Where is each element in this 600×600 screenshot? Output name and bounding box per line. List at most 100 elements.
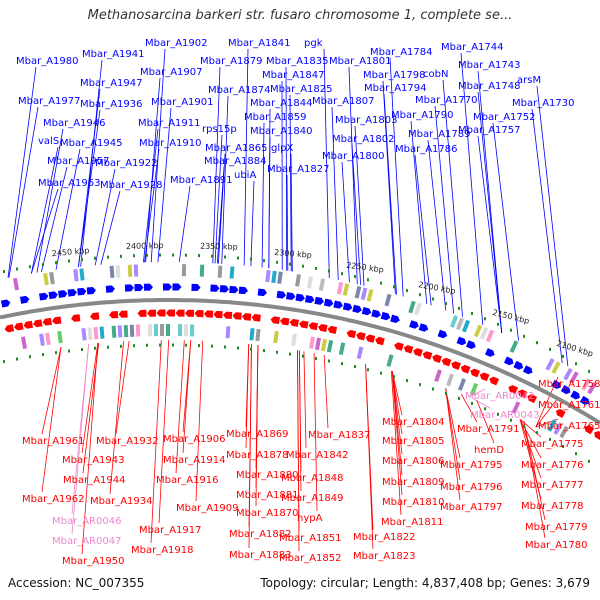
forward-gene-label[interactable]: Mbar_A1789 <box>408 129 471 140</box>
forward-gene-label[interactable]: Mbar_A1744 <box>441 42 504 53</box>
reverse-gene-label[interactable]: Mbar_AR0043 <box>470 410 539 421</box>
forward-gene-label[interactable]: Mbar_A1807 <box>312 96 375 107</box>
reverse-gene-label[interactable]: Mbar_A1961 <box>22 436 85 447</box>
forward-gene-label[interactable]: Mbar_A1879 <box>200 56 263 67</box>
forward-gene-label[interactable]: Mbar_A1907 <box>140 67 203 78</box>
reverse-gene-label[interactable]: Mbar_AR0042 <box>465 391 534 402</box>
reverse-gene-label[interactable]: Mbar_A1805 <box>382 436 445 447</box>
forward-gene-label[interactable]: cobN <box>423 69 448 80</box>
reverse-gene-label[interactable]: Mbar_A1944 <box>63 475 126 486</box>
reverse-gene-label[interactable]: Mbar_A1916 <box>156 475 219 486</box>
reverse-gene-label[interactable]: Mbar_A1882 <box>229 529 292 540</box>
forward-gene-label[interactable]: pgk <box>304 38 323 49</box>
forward-gene-label[interactable]: Mbar_A1844 <box>250 98 313 109</box>
forward-gene-label[interactable]: glpX <box>271 143 293 154</box>
forward-gene-label[interactable]: ubiA <box>234 170 256 181</box>
forward-gene-label[interactable]: Mbar_A1910 <box>139 138 202 149</box>
forward-gene-label[interactable]: Mbar_A1884 <box>204 156 267 167</box>
forward-gene-label[interactable]: Mbar_A1802 <box>332 134 395 145</box>
forward-gene-label[interactable]: Mbar_A1980 <box>16 56 79 67</box>
reverse-gene-label[interactable]: Mbar_A1880 <box>236 470 299 481</box>
forward-gene-label[interactable]: Mbar_A1865 <box>205 143 268 154</box>
forward-gene-label[interactable]: Mbar_A1748 <box>458 81 521 92</box>
reverse-gene-label[interactable]: Mbar_A1870 <box>236 508 299 519</box>
reverse-gene-label[interactable]: Mbar_A1917 <box>139 525 202 536</box>
forward-gene-label[interactable]: Mbar_A1922 <box>95 158 158 169</box>
reverse-gene-label[interactable]: Mbar_A1848 <box>281 473 344 484</box>
forward-gene-label[interactable]: Mbar_A1945 <box>60 138 123 149</box>
forward-gene-label[interactable]: Mbar_A1859 <box>244 112 307 123</box>
forward-gene-label[interactable]: Mbar_A1835 <box>266 56 329 67</box>
forward-gene-label[interactable]: Mbar_A1803 <box>335 115 398 126</box>
forward-gene-label[interactable]: Mbar_A1902 <box>145 38 208 49</box>
forward-gene-label[interactable]: Mbar_A1941 <box>82 49 145 60</box>
forward-gene-label[interactable]: Mbar_A1730 <box>512 98 575 109</box>
forward-gene-label[interactable]: Mbar_A1936 <box>80 99 143 110</box>
reverse-gene-label[interactable]: Mbar_A1810 <box>382 497 445 508</box>
forward-gene-label[interactable]: Mbar_A1946 <box>43 118 106 129</box>
reverse-gene-label[interactable]: Mbar_A1822 <box>353 532 416 543</box>
forward-gene-label[interactable]: rps15p <box>202 124 237 135</box>
reverse-gene-label[interactable]: Mbar_A1777 <box>521 480 584 491</box>
forward-gene-label[interactable]: Mbar_A1977 <box>18 96 81 107</box>
forward-gene-label[interactable]: Mbar_A1786 <box>395 144 458 155</box>
forward-gene-label[interactable]: Mbar_A1827 <box>267 164 330 175</box>
reverse-gene-label[interactable]: Mbar_A1914 <box>163 455 226 466</box>
reverse-gene-label[interactable]: Mbar_AR0046 <box>52 516 121 527</box>
reverse-gene-label[interactable]: Mbar_A1811 <box>381 517 444 528</box>
reverse-gene-label[interactable]: Mbar_A1849 <box>281 493 344 504</box>
reverse-gene-label[interactable]: Mbar_A1883 <box>229 550 292 561</box>
forward-gene-label[interactable]: Mbar_A1752 <box>473 112 536 123</box>
reverse-gene-label[interactable]: Mbar_A1809 <box>382 477 445 488</box>
forward-gene-label[interactable]: Mbar_A1825 <box>270 84 333 95</box>
reverse-gene-label[interactable]: Mbar_A1779 <box>525 522 588 533</box>
reverse-gene-label[interactable]: Mbar_A1765 <box>538 421 600 432</box>
reverse-gene-label[interactable]: Mbar_A1778 <box>521 501 584 512</box>
reverse-gene-label[interactable]: Mbar_A1806 <box>382 456 445 467</box>
reverse-gene-label[interactable]: Mbar_AR0047 <box>52 536 121 547</box>
reverse-gene-label[interactable]: Mbar_A1950 <box>62 556 125 567</box>
forward-gene-label[interactable]: Mbar_A1963 <box>38 178 101 189</box>
reverse-gene-label[interactable]: hypA <box>297 513 323 524</box>
reverse-gene-label[interactable]: Mbar_A1795 <box>440 460 503 471</box>
reverse-gene-label[interactable]: Mbar_A1780 <box>525 540 588 551</box>
reverse-gene-label[interactable]: Mbar_A1761 <box>538 400 600 411</box>
forward-gene-label[interactable]: Mbar_A1891 <box>170 175 233 186</box>
forward-gene-label[interactable]: Mbar_A1957 <box>47 156 110 167</box>
forward-gene-label[interactable]: Mbar_A1874 <box>208 85 271 96</box>
reverse-gene-label[interactable]: Mbar_A1943 <box>62 455 125 466</box>
reverse-gene-label[interactable]: hemD <box>474 445 504 456</box>
reverse-gene-label[interactable]: Mbar_A1932 <box>96 436 159 447</box>
reverse-gene-label[interactable]: Mbar_A1837 <box>308 430 371 441</box>
reverse-gene-label[interactable]: Mbar_A1851 <box>279 533 342 544</box>
reverse-gene-label[interactable]: Mbar_A1918 <box>131 545 194 556</box>
reverse-gene-label[interactable]: Mbar_A1881 <box>236 490 299 501</box>
forward-gene-label[interactable]: valS <box>38 136 59 147</box>
forward-gene-label[interactable]: Mbar_A1800 <box>322 151 385 162</box>
reverse-gene-label[interactable]: Mbar_A1962 <box>22 494 85 505</box>
reverse-gene-label[interactable]: Mbar_A1796 <box>440 482 503 493</box>
forward-gene-label[interactable]: Mbar_A1784 <box>370 47 433 58</box>
forward-gene-label[interactable]: Mbar_A1901 <box>151 97 214 108</box>
forward-gene-label[interactable]: Mbar_A1743 <box>458 60 521 71</box>
reverse-gene-label[interactable]: Mbar_A1775 <box>521 439 584 450</box>
forward-gene-label[interactable]: Mbar_A1928 <box>100 180 163 191</box>
forward-gene-label[interactable]: Mbar_A1840 <box>250 126 313 137</box>
reverse-gene-label[interactable]: Mbar_A1797 <box>440 502 503 513</box>
forward-gene-label[interactable]: Mbar_A1794 <box>364 83 427 94</box>
reverse-gene-label[interactable]: Mbar_A1878 <box>226 450 289 461</box>
reverse-gene-label[interactable]: Mbar_A1823 <box>353 551 416 562</box>
forward-gene-label[interactable]: Mbar_A1790 <box>391 110 454 121</box>
reverse-gene-label[interactable]: Mbar_A1758 <box>538 379 600 390</box>
reverse-gene-label[interactable]: Mbar_A1869 <box>226 429 289 440</box>
reverse-gene-label[interactable]: Mbar_A1776 <box>521 460 584 471</box>
forward-gene-label[interactable]: Mbar_A1911 <box>138 118 201 129</box>
reverse-gene-label[interactable]: Mbar_A1934 <box>90 496 153 507</box>
forward-gene-label[interactable]: Mbar_A1841 <box>228 38 291 49</box>
reverse-gene-label[interactable]: Mbar_A1852 <box>279 553 342 564</box>
forward-gene-label[interactable]: Mbar_A1801 <box>329 56 392 67</box>
forward-gene-label[interactable]: Mbar_A1770 <box>415 95 478 106</box>
forward-gene-label[interactable]: Mbar_A1798 <box>363 70 426 81</box>
reverse-gene-label[interactable]: Mbar_A1906 <box>163 434 226 445</box>
forward-gene-label[interactable]: Mbar_A1757 <box>458 125 521 136</box>
